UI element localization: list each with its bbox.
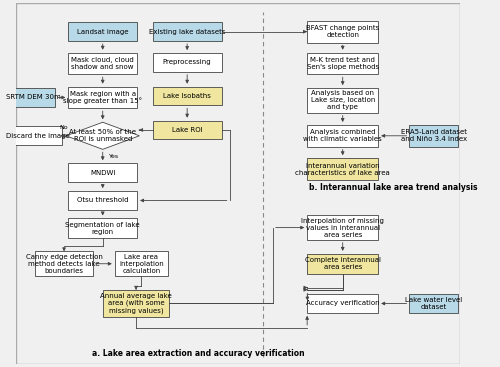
- FancyBboxPatch shape: [68, 52, 137, 75]
- FancyBboxPatch shape: [152, 53, 222, 72]
- Text: Lake water level
dataset: Lake water level dataset: [405, 297, 462, 310]
- Text: Existing lake datasets: Existing lake datasets: [149, 29, 226, 35]
- Text: Analysis combined
with climatic variables: Analysis combined with climatic variable…: [304, 129, 382, 142]
- FancyBboxPatch shape: [307, 88, 378, 113]
- FancyBboxPatch shape: [10, 88, 55, 107]
- Polygon shape: [66, 122, 140, 149]
- Text: Annual average lake
area (with some
missing values): Annual average lake area (with some miss…: [100, 293, 172, 314]
- FancyBboxPatch shape: [307, 215, 378, 240]
- Text: Interannual variation
characteristics of lake area: Interannual variation characteristics of…: [296, 163, 390, 175]
- FancyBboxPatch shape: [152, 87, 222, 105]
- FancyBboxPatch shape: [307, 158, 378, 180]
- FancyBboxPatch shape: [307, 21, 378, 43]
- Text: Canny edge detection
method detects lake
boundaries: Canny edge detection method detects lake…: [26, 254, 102, 274]
- FancyBboxPatch shape: [114, 251, 168, 276]
- Text: Preprocessing: Preprocessing: [163, 59, 212, 65]
- FancyBboxPatch shape: [410, 125, 459, 147]
- FancyBboxPatch shape: [68, 22, 137, 41]
- Text: Interpolation of missing
values in interannual
area series: Interpolation of missing values in inter…: [302, 218, 384, 237]
- FancyBboxPatch shape: [68, 87, 137, 108]
- Text: Analysis based on
Lake size, location
and type: Analysis based on Lake size, location an…: [310, 90, 375, 110]
- FancyBboxPatch shape: [152, 22, 222, 41]
- Text: Mask region with a
slope greater than 15°: Mask region with a slope greater than 15…: [63, 91, 142, 104]
- Text: Yes: Yes: [110, 154, 120, 159]
- Text: Accuracy verification: Accuracy verification: [306, 301, 380, 306]
- Text: Lake area
interpolation
calculation: Lake area interpolation calculation: [119, 254, 164, 274]
- FancyBboxPatch shape: [68, 218, 137, 238]
- Text: ERA5-Land dataset
and Niño 3.4 index: ERA5-Land dataset and Niño 3.4 index: [400, 129, 467, 142]
- FancyBboxPatch shape: [307, 294, 378, 313]
- FancyBboxPatch shape: [152, 121, 222, 139]
- Text: MNDWI: MNDWI: [90, 170, 116, 176]
- FancyBboxPatch shape: [307, 52, 378, 75]
- Text: Segmentation of lake
region: Segmentation of lake region: [66, 222, 140, 235]
- FancyBboxPatch shape: [410, 294, 459, 313]
- FancyBboxPatch shape: [307, 125, 378, 147]
- Text: At least 50% of the
ROI is unmasked: At least 50% of the ROI is unmasked: [69, 129, 136, 142]
- FancyBboxPatch shape: [307, 254, 378, 274]
- Text: Otsu threshold: Otsu threshold: [77, 197, 128, 203]
- FancyBboxPatch shape: [102, 290, 170, 317]
- Text: a. Lake area extraction and accuracy verification: a. Lake area extraction and accuracy ver…: [92, 349, 304, 358]
- Text: Discard the image: Discard the image: [6, 133, 70, 139]
- Text: Landsat image: Landsat image: [77, 29, 128, 35]
- Text: Lake ROI: Lake ROI: [172, 127, 203, 133]
- FancyBboxPatch shape: [68, 191, 137, 210]
- Text: Mask cloud, cloud
shadow and snow: Mask cloud, cloud shadow and snow: [72, 57, 134, 70]
- FancyBboxPatch shape: [68, 163, 137, 182]
- Text: SRTM DEM 30m: SRTM DEM 30m: [6, 94, 60, 101]
- FancyBboxPatch shape: [35, 251, 93, 276]
- Text: M-K trend test and
Sen's slope methods: M-K trend test and Sen's slope methods: [306, 57, 379, 70]
- Text: BFAST change points
detection: BFAST change points detection: [306, 25, 380, 38]
- Text: b. Interannual lake area trend analysis: b. Interannual lake area trend analysis: [310, 183, 478, 192]
- Text: No: No: [60, 126, 68, 130]
- Text: Complete interannual
area series: Complete interannual area series: [304, 257, 380, 270]
- Text: Lake Isobaths: Lake Isobaths: [163, 93, 211, 99]
- FancyBboxPatch shape: [13, 126, 62, 145]
